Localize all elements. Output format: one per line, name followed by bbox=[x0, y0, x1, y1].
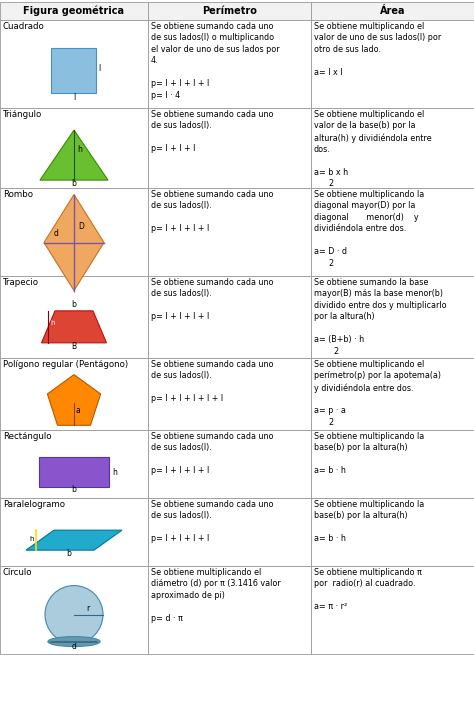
Bar bbox=[311, 188, 474, 276]
Bar bbox=[311, 276, 474, 358]
Text: Se obtiene sumando cada uno
de sus lados(l).

p= l + l + l + l: Se obtiene sumando cada uno de sus lados… bbox=[151, 278, 273, 321]
Text: r: r bbox=[86, 603, 90, 613]
Bar bbox=[148, 2, 311, 20]
Bar bbox=[148, 20, 311, 108]
Text: B: B bbox=[72, 342, 77, 351]
Text: Se obtiene sumando la base
mayor(B) más la base menor(b)
dividido entre dos y mu: Se obtiene sumando la base mayor(B) más … bbox=[314, 278, 447, 356]
Bar bbox=[148, 188, 311, 276]
Polygon shape bbox=[40, 130, 108, 180]
Text: Se obtiene sumando cada uno
de sus lados(l) o multiplicando
el valor de uno de s: Se obtiene sumando cada uno de sus lados… bbox=[151, 22, 280, 99]
Text: l: l bbox=[99, 64, 101, 73]
Text: l: l bbox=[73, 93, 75, 102]
Text: Se obtiene multiplicando la
base(b) por la altura(h)

a= b · h: Se obtiene multiplicando la base(b) por … bbox=[314, 500, 424, 544]
Bar bbox=[52, 48, 97, 93]
Text: Círculo: Círculo bbox=[3, 568, 33, 577]
Bar bbox=[39, 457, 109, 487]
Polygon shape bbox=[44, 194, 104, 291]
Bar bbox=[311, 108, 474, 188]
Text: Área: Área bbox=[380, 6, 405, 16]
Text: a: a bbox=[76, 406, 81, 415]
Bar bbox=[311, 20, 474, 108]
Text: Se obtiene multiplicando el
diámetro (d) por π (3.1416 valor
aproximado de pi)

: Se obtiene multiplicando el diámetro (d)… bbox=[151, 568, 281, 623]
Polygon shape bbox=[47, 374, 100, 426]
Bar bbox=[148, 358, 311, 430]
Text: h: h bbox=[29, 536, 34, 542]
Ellipse shape bbox=[48, 636, 100, 647]
Text: Se obtiene sumando cada uno
de sus lados(l).

p= l + l + l: Se obtiene sumando cada uno de sus lados… bbox=[151, 110, 273, 153]
Text: Se obtiene multiplicando la
diagonal mayor(D) por la
diagonal       menor(d)    : Se obtiene multiplicando la diagonal may… bbox=[314, 190, 424, 268]
Bar bbox=[148, 430, 311, 498]
Text: Rombo: Rombo bbox=[3, 190, 33, 199]
Text: Se obtiene sumando cada uno
de sus lados(l).

p= l + l + l + l: Se obtiene sumando cada uno de sus lados… bbox=[151, 190, 273, 233]
Bar bbox=[0, 2, 148, 20]
Text: b: b bbox=[72, 179, 76, 188]
Bar bbox=[311, 566, 474, 654]
Bar bbox=[311, 2, 474, 20]
Text: Perímetro: Perímetro bbox=[202, 6, 257, 16]
Text: Rectángulo: Rectángulo bbox=[3, 432, 52, 441]
Circle shape bbox=[45, 585, 103, 644]
Bar bbox=[148, 108, 311, 188]
Bar bbox=[311, 430, 474, 498]
Text: Trapecio: Trapecio bbox=[3, 278, 39, 287]
Text: Cuadrado: Cuadrado bbox=[3, 22, 45, 31]
Text: Polígono regular (Pentágono): Polígono regular (Pentágono) bbox=[3, 360, 128, 369]
Text: h: h bbox=[77, 145, 82, 153]
Text: Paralelogramo: Paralelogramo bbox=[3, 500, 65, 509]
Text: Se obtiene sumando cada uno
de sus lados(l).

p= l + l + l + l: Se obtiene sumando cada uno de sus lados… bbox=[151, 500, 273, 544]
Text: h: h bbox=[112, 468, 117, 477]
Text: Se obtiene sumando cada uno
de sus lados(l).

p= l + l + l + l: Se obtiene sumando cada uno de sus lados… bbox=[151, 432, 273, 475]
Bar bbox=[0, 20, 148, 108]
Text: Triángulo: Triángulo bbox=[3, 110, 42, 119]
Text: D: D bbox=[78, 222, 84, 230]
Bar bbox=[0, 276, 148, 358]
Bar bbox=[311, 358, 474, 430]
Text: Se obtiene multiplicando el
valor de uno de sus lados(l) por
otro de sus lado.

: Se obtiene multiplicando el valor de uno… bbox=[314, 22, 441, 77]
Bar bbox=[0, 108, 148, 188]
Text: Se obtiene multiplicando el
perímetro(p) por la apotema(a)
y dividiéndola entre : Se obtiene multiplicando el perímetro(p)… bbox=[314, 360, 441, 427]
Polygon shape bbox=[26, 530, 122, 550]
Bar bbox=[148, 498, 311, 566]
Bar bbox=[0, 188, 148, 276]
Text: Se obtiene sumando cada uno
de sus lados(l).

p= l + l + l + l + l: Se obtiene sumando cada uno de sus lados… bbox=[151, 360, 273, 403]
Bar bbox=[0, 358, 148, 430]
Bar bbox=[148, 566, 311, 654]
Text: Se obtiene multiplicando el
valor de la base(b) por la
altura(h) y dividiéndola : Se obtiene multiplicando el valor de la … bbox=[314, 110, 432, 189]
Polygon shape bbox=[42, 311, 107, 343]
Text: h: h bbox=[50, 320, 55, 326]
Text: d: d bbox=[54, 228, 59, 238]
Text: b: b bbox=[72, 300, 76, 309]
Bar bbox=[311, 498, 474, 566]
Text: b: b bbox=[66, 549, 72, 558]
Bar bbox=[148, 276, 311, 358]
Bar bbox=[0, 566, 148, 654]
Text: Figura geométrica: Figura geométrica bbox=[24, 6, 125, 17]
Bar bbox=[0, 430, 148, 498]
Text: d: d bbox=[72, 642, 76, 651]
Text: b: b bbox=[72, 485, 76, 494]
Bar bbox=[0, 498, 148, 566]
Text: Se obtiene multiplicando la
base(b) por la altura(h)

a= b · h: Se obtiene multiplicando la base(b) por … bbox=[314, 432, 424, 475]
Text: Se obtiene multiplicando π
por  radio(r) al cuadrado.

a= π · r²: Se obtiene multiplicando π por radio(r) … bbox=[314, 568, 422, 611]
